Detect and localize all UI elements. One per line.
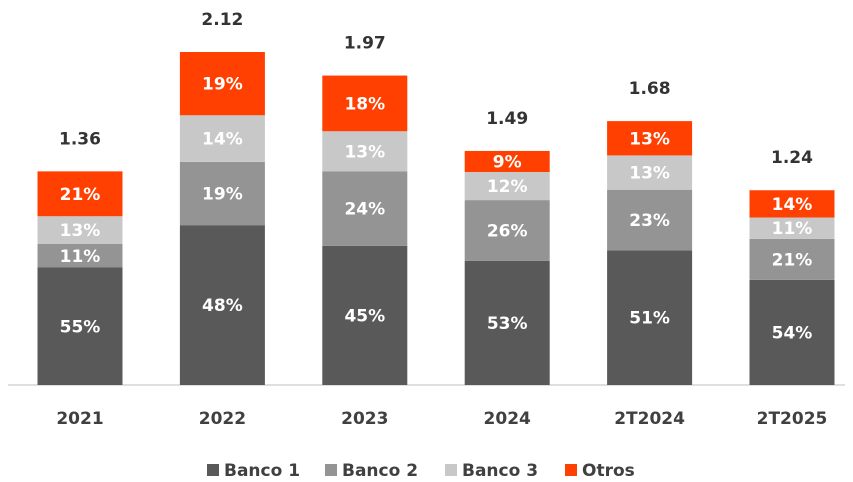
bar-segment	[749, 238, 835, 280]
total-label: 1.36	[59, 129, 101, 149]
bar-segment	[607, 189, 693, 251]
segment-label: 9%	[493, 152, 522, 172]
segment-label: 11%	[772, 219, 813, 239]
segment-label: 19%	[202, 185, 243, 205]
segment-label: 11%	[60, 247, 101, 267]
segment-label: 14%	[202, 130, 243, 150]
legend-swatch	[207, 464, 219, 476]
segment-label: 55%	[60, 317, 101, 337]
bar-segment	[464, 150, 550, 173]
x-tick-label: 2023	[341, 409, 388, 429]
legend-label: Banco 3	[462, 461, 538, 481]
segment-label: 54%	[772, 323, 813, 343]
segment-label: 23%	[629, 211, 670, 231]
segment-label: 53%	[487, 314, 528, 334]
total-label: 1.97	[344, 34, 386, 54]
segment-label: 26%	[487, 222, 528, 242]
legend-label: Banco 2	[342, 461, 418, 481]
segment-label: 21%	[772, 250, 813, 270]
segment-label: 18%	[344, 94, 385, 114]
segment-label: 19%	[202, 75, 243, 95]
legend-label: Otros	[582, 461, 635, 481]
x-tick-label: 2021	[56, 409, 103, 429]
x-tick-label: 2022	[199, 409, 246, 429]
segment-label: 13%	[629, 164, 670, 184]
legend-swatch	[445, 464, 457, 476]
bar-segment	[749, 279, 835, 385]
bar-segment	[322, 171, 408, 246]
legend-swatch	[565, 464, 577, 476]
x-tick-label: 2T2025	[757, 409, 828, 429]
bar-segment	[464, 172, 550, 201]
segment-label: 24%	[344, 200, 385, 220]
total-label: 2.12	[201, 10, 243, 30]
segment-label: 14%	[772, 195, 813, 215]
total-label: 1.68	[629, 79, 671, 99]
bar-segment	[607, 250, 693, 385]
bar-segment	[179, 52, 265, 116]
bar-segment	[179, 161, 265, 226]
segment-label: 51%	[629, 309, 670, 329]
legend-label: Banco 1	[224, 461, 300, 481]
bar-segment	[179, 225, 265, 385]
x-tick-label: 2T2024	[614, 409, 685, 429]
bar-segment	[37, 244, 123, 268]
bar-segment	[322, 245, 408, 385]
bar-segment	[749, 190, 835, 218]
total-label: 1.24	[771, 148, 813, 168]
legend-swatch	[325, 464, 337, 476]
bar-segment	[464, 200, 550, 261]
segment-label: 12%	[487, 177, 528, 197]
bar-segment	[322, 75, 408, 132]
bar-segment	[37, 216, 123, 245]
bar-segment	[607, 121, 693, 156]
bar-segment	[607, 155, 693, 190]
segment-label: 13%	[344, 142, 385, 162]
bar-segment	[749, 217, 835, 239]
segment-label: 45%	[344, 306, 385, 326]
segment-label: 21%	[60, 185, 101, 205]
segment-label: 13%	[60, 221, 101, 241]
bar-segment	[37, 171, 123, 217]
segment-label: 48%	[202, 296, 243, 316]
segment-label: 13%	[629, 129, 670, 149]
bar-segment	[37, 267, 123, 385]
bar-segment	[179, 115, 265, 162]
x-tick-label: 2024	[484, 409, 531, 429]
total-label: 1.49	[486, 109, 528, 129]
bar-segment	[464, 260, 550, 385]
bar-segment	[322, 131, 408, 172]
